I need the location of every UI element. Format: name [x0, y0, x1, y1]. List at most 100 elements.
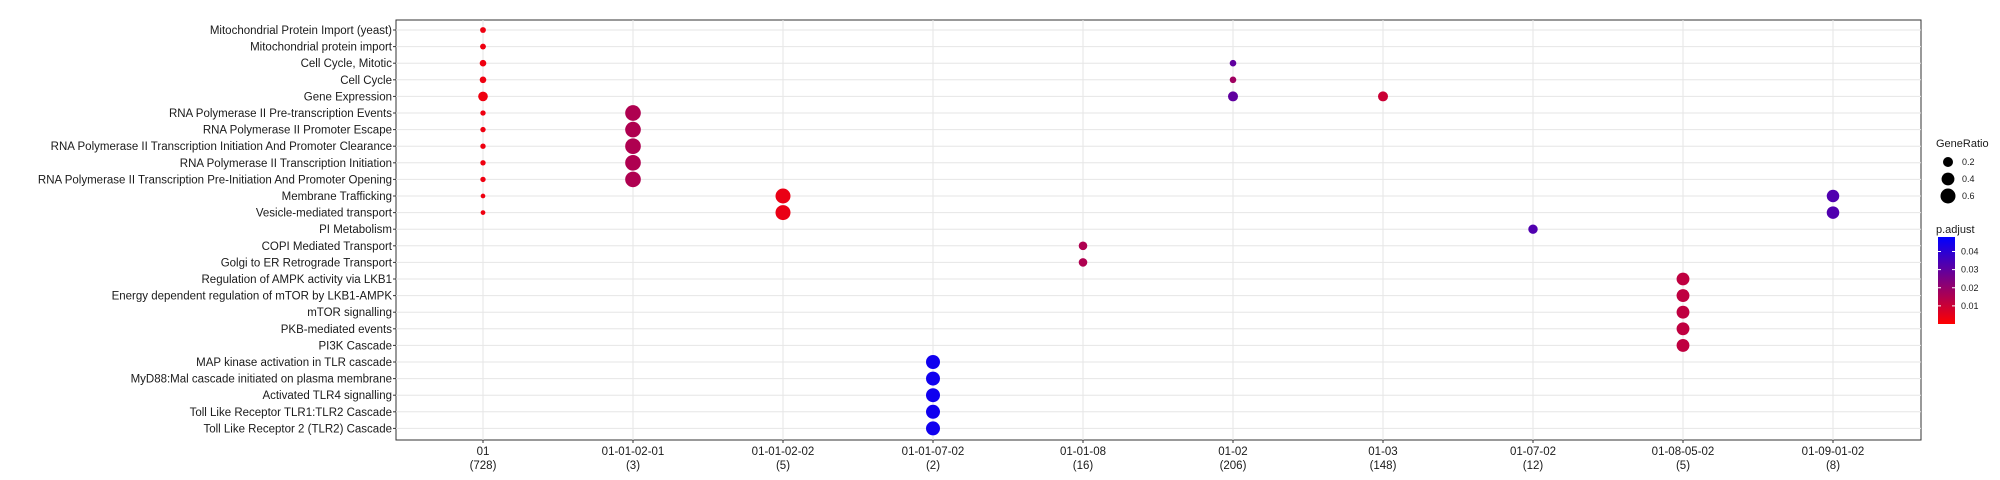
data-point: [775, 205, 791, 221]
data-point: [625, 171, 641, 188]
y-tick-label: Toll Like Receptor TLR1:TLR2 Cascade: [190, 407, 392, 419]
y-tick-label: MyD88:Mal cascade initiated on plasma me…: [131, 374, 392, 386]
data-point: [1377, 91, 1389, 102]
x-tick-count-label: (16): [1073, 460, 1094, 472]
data-point: [1676, 338, 1690, 352]
data-point: [1826, 189, 1840, 203]
y-tick-label: RNA Polymerase II Pre-transcription Even…: [169, 108, 392, 120]
x-tick-count-label: (206): [1220, 460, 1247, 472]
y-tick-label: RNA Polymerase II Promoter Escape: [203, 125, 392, 137]
size-legend-title: GeneRatio: [1936, 138, 1989, 150]
grid-lines: [396, 20, 1921, 440]
data-point: [480, 126, 486, 133]
color-legend-label: 0.03: [1961, 265, 1979, 275]
data-point: [480, 143, 486, 149]
y-tick-label: Golgi to ER Retrograde Transport: [221, 257, 393, 269]
y-tick-label: RNA Polymerase II Transcription Initiati…: [180, 158, 392, 170]
data-point: [625, 154, 641, 171]
data-point: [479, 76, 487, 84]
x-tick-label: 01-07-02: [1510, 446, 1556, 458]
y-tick-label: Toll Like Receptor 2 (TLR2) Cascade: [203, 423, 392, 435]
size-legend-key: [1942, 156, 1954, 168]
data-points: [478, 27, 1840, 436]
y-tick-label: Energy dependent regulation of mTOR by L…: [112, 291, 393, 303]
y-tick-label: RNA Polymerase II Transcription Pre-Init…: [38, 174, 392, 186]
data-point: [1676, 305, 1690, 319]
x-tick-count-label: (2): [926, 460, 940, 472]
x-tick-label: 01-03: [1368, 446, 1397, 458]
y-tick-label: Membrane Trafficking: [282, 191, 392, 203]
x-tick-label: 01-08-05-02: [1652, 446, 1715, 458]
generatio-legend: GeneRatio 0.2 0.4 0.6: [1936, 138, 1989, 204]
y-tick-label: PI Metabolism: [319, 224, 392, 236]
y-tick-label: Regulation of AMPK activity via LKB1: [202, 274, 393, 286]
data-point: [1676, 272, 1690, 286]
y-tick-label: COPI Mediated Transport: [262, 241, 393, 253]
data-point: [480, 160, 486, 166]
data-point: [1676, 289, 1690, 303]
x-tick-count-label: (728): [470, 460, 497, 472]
x-axis-labels: 01 (728) 01-01-02-01 (3) 01-01-02-02 (5) 01-01…: [470, 440, 1865, 472]
y-tick-label: Cell Cycle, Mitotic: [301, 58, 393, 70]
data-point: [480, 43, 486, 50]
size-legend-label: 0.4: [1962, 174, 1975, 184]
y-tick-label: PKB-mediated events: [281, 324, 392, 336]
y-tick-label: Cell Cycle: [340, 75, 392, 87]
y-tick-label: Vesicle-mediated transport: [256, 208, 393, 220]
data-point: [1229, 76, 1237, 84]
y-tick-label: MAP kinase activation in TLR cascade: [196, 357, 392, 369]
data-point: [1078, 241, 1088, 251]
y-axis-labels: Mitochondrial Protein Import (yeast) Mito…: [38, 25, 396, 435]
color-legend-bar: [1938, 237, 1955, 324]
y-tick-label: PI3K Cascade: [318, 340, 392, 352]
x-tick-count-label: (12): [1523, 460, 1544, 472]
size-legend-label: 0.6: [1962, 191, 1975, 201]
x-tick-count-label: (5): [1676, 460, 1690, 472]
x-tick-label: 01: [477, 446, 490, 458]
data-point: [480, 193, 486, 199]
color-legend-label: 0.04: [1961, 247, 1979, 257]
data-point: [1229, 59, 1237, 67]
size-legend-key: [1940, 188, 1956, 204]
data-point: [479, 59, 487, 67]
data-point: [1676, 322, 1690, 336]
plot-panel: [395, 19, 1922, 441]
x-tick-label: 01-01-02-02: [752, 446, 815, 458]
data-point: [926, 421, 940, 436]
data-point: [926, 388, 940, 403]
x-tick-count-label: (8): [1826, 460, 1840, 472]
data-point: [625, 138, 641, 155]
y-tick-label: Mitochondrial Protein Import (yeast): [210, 25, 392, 37]
data-point: [1826, 206, 1840, 219]
data-point: [478, 91, 488, 102]
y-tick-label: Activated TLR4 signalling: [262, 390, 392, 402]
data-point: [926, 404, 940, 419]
data-point: [480, 110, 486, 116]
data-point: [480, 176, 486, 183]
color-legend-label: 0.01: [1961, 301, 1979, 311]
data-point: [775, 188, 791, 204]
data-point: [926, 371, 940, 386]
x-tick-label: 01-01-07-02: [902, 446, 965, 458]
y-tick-label: RNA Polymerase II Transcription Initiati…: [51, 141, 392, 153]
data-point: [1078, 258, 1088, 267]
y-tick-label: Mitochondrial protein import: [250, 42, 393, 54]
data-point: [926, 355, 940, 369]
x-tick-label: 01-01-08: [1060, 446, 1106, 458]
x-tick-label: 01-02: [1218, 446, 1247, 458]
x-tick-count-label: (5): [776, 460, 790, 472]
x-tick-label: 01-09-01-02: [1802, 446, 1865, 458]
data-point: [1528, 224, 1538, 234]
data-point: [1227, 91, 1239, 102]
data-point: [625, 105, 641, 121]
data-point: [480, 210, 486, 215]
size-legend-label: 0.2: [1962, 157, 1975, 167]
x-tick-count-label: (148): [1370, 460, 1397, 472]
x-tick-label: 01-01-02-01: [602, 446, 665, 458]
size-legend-key: [1941, 172, 1955, 186]
color-legend-label: 0.02: [1961, 283, 1979, 293]
y-tick-label: Gene Expression: [304, 91, 392, 103]
color-legend-title: p.adjust: [1936, 224, 1975, 236]
data-point: [625, 121, 641, 138]
